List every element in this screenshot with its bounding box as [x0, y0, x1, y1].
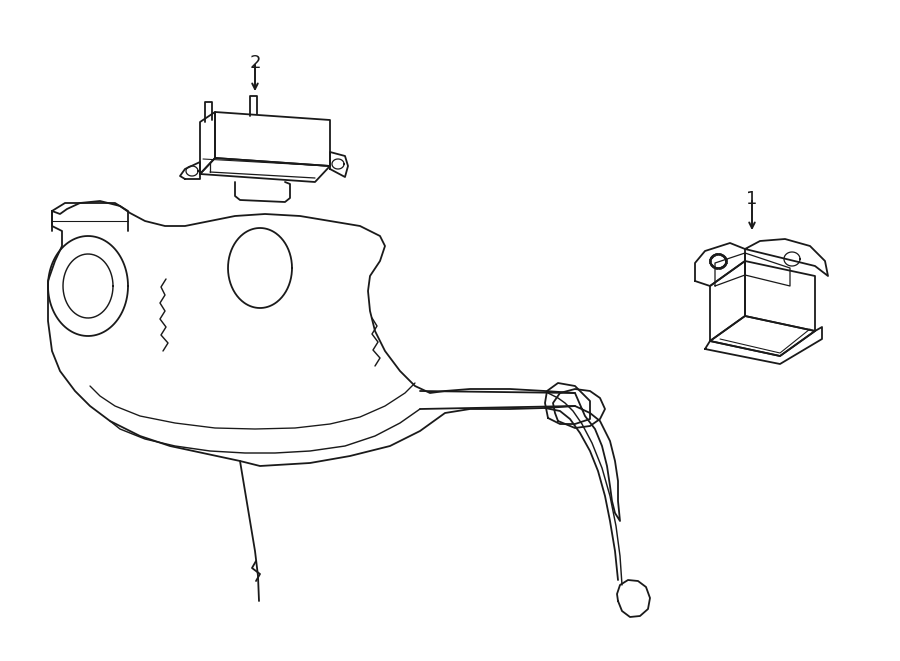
Text: 2: 2: [249, 54, 261, 72]
Text: 1: 1: [746, 190, 758, 208]
